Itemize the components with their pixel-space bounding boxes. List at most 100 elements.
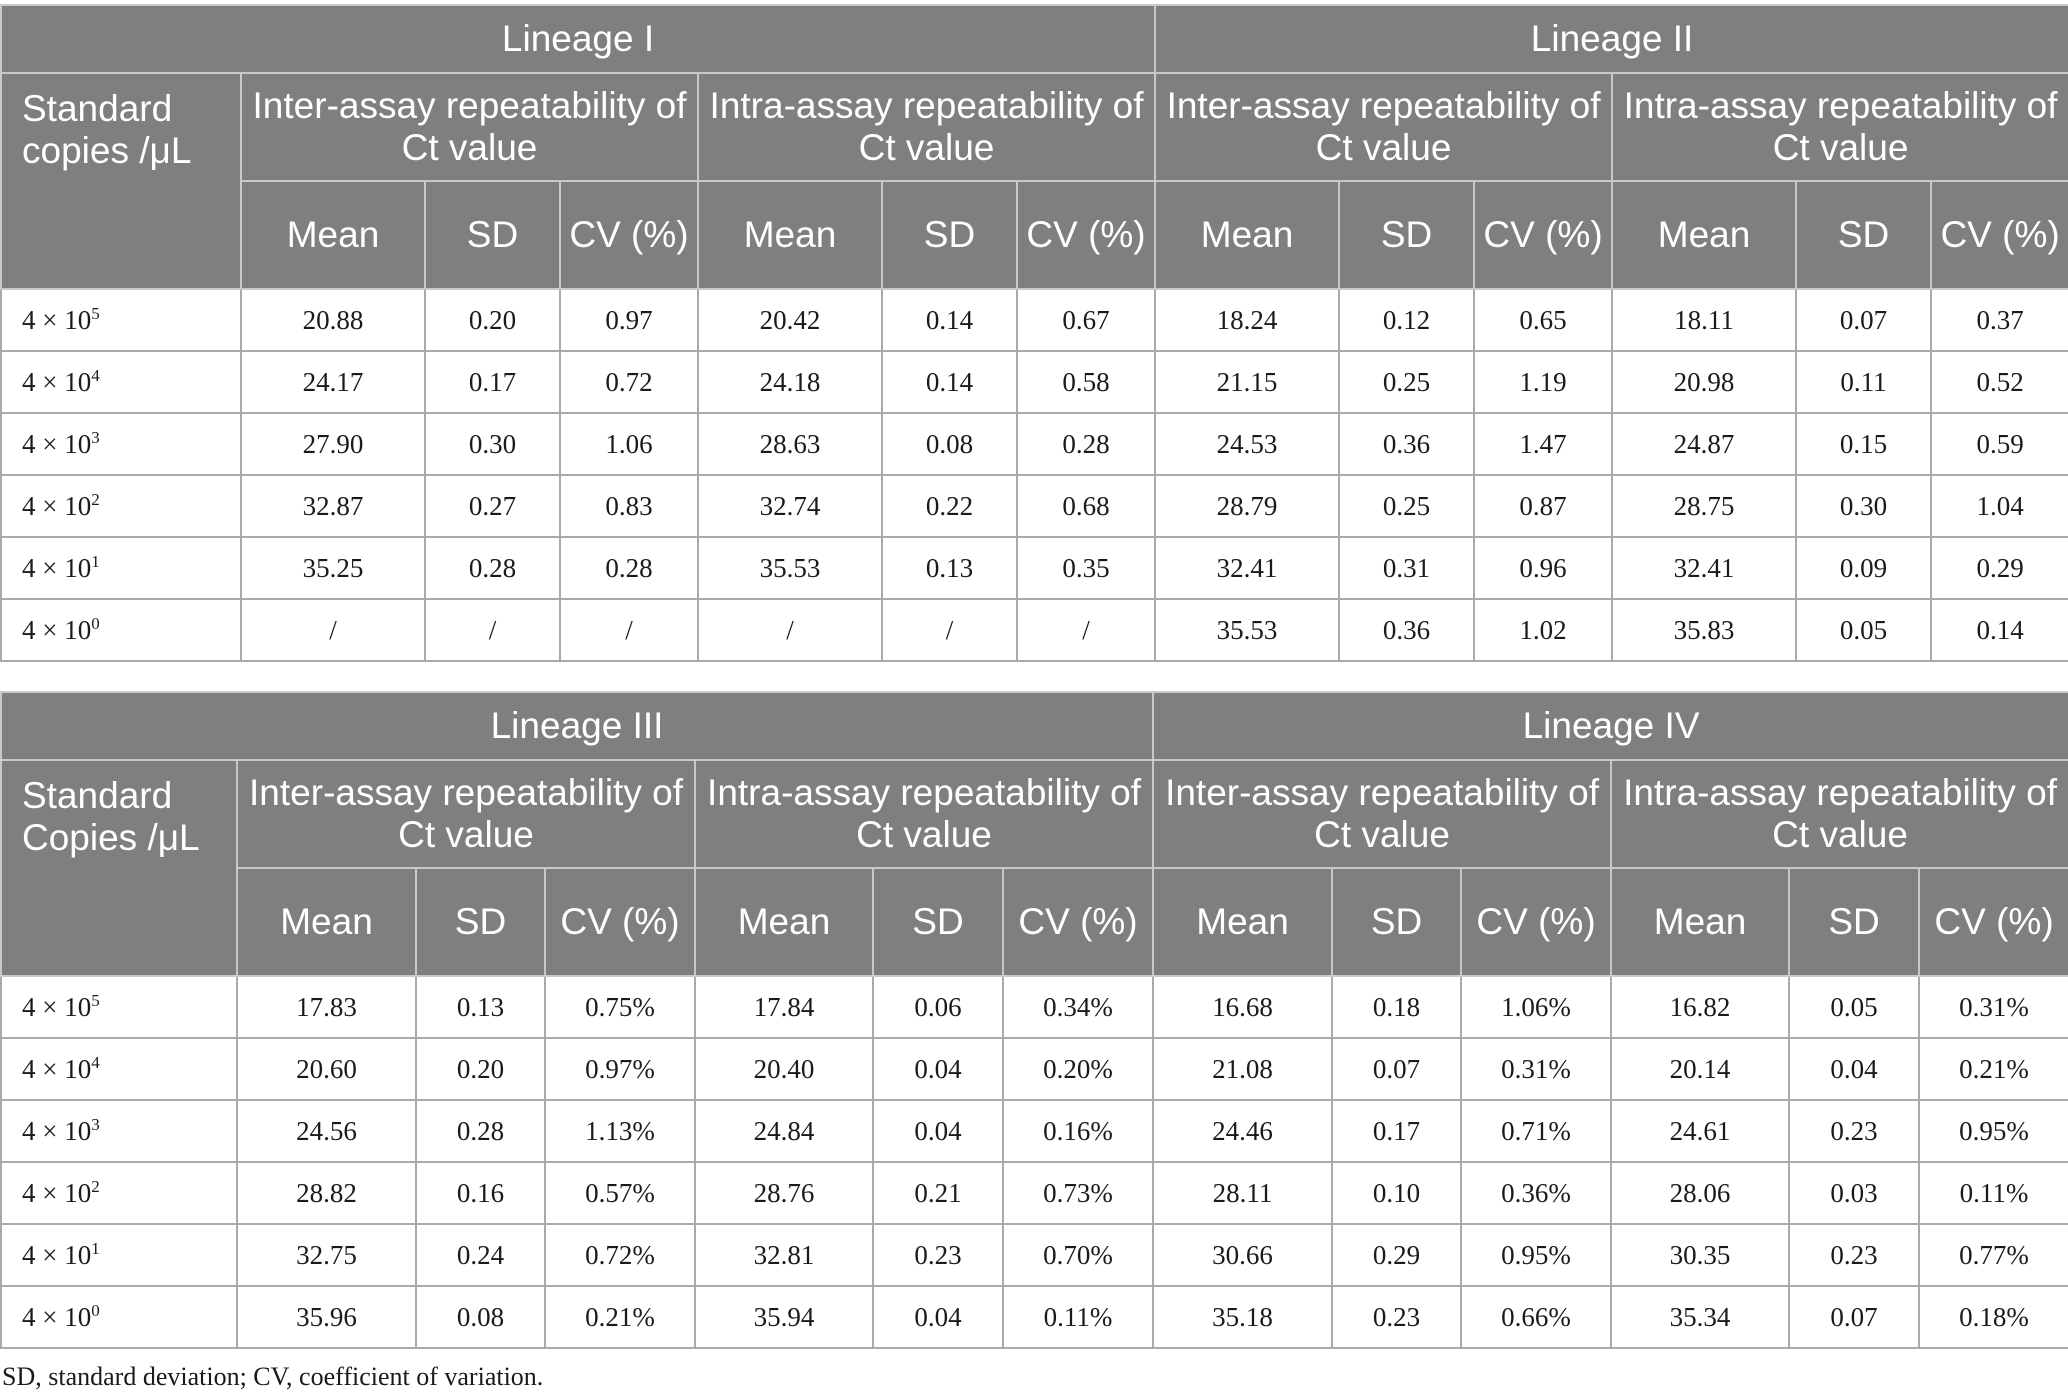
value-cell: 0.70%: [1001, 1223, 1155, 1287]
value-cell: 0.28: [559, 536, 699, 600]
standard-copies-cell: 4 × 100: [0, 1285, 238, 1349]
standard-copies-cell: 4 × 105: [0, 288, 242, 352]
value-cell: 35.53: [697, 536, 883, 600]
standard-copies-header: Standard Copies /μL: [0, 759, 238, 977]
value-cell: 0.05: [1795, 598, 1933, 662]
value-cell: 0.14: [881, 288, 1018, 352]
value-cell: 0.72%: [544, 1223, 696, 1287]
value-cell: 0.96: [1473, 536, 1614, 600]
value-cell: 1.13%: [544, 1099, 696, 1163]
column-header: SD: [872, 867, 1004, 977]
value-cell: 0.20%: [1001, 1037, 1155, 1101]
value-cell: 1.06: [559, 412, 699, 476]
standard-copies-cell: 4 × 103: [0, 412, 242, 476]
value-cell: 28.11: [1152, 1161, 1334, 1225]
column-header: CV (%): [1015, 180, 1157, 290]
value-cell: 0.04: [1788, 1037, 1921, 1101]
value-cell: 0.17: [1331, 1099, 1463, 1163]
copies-base: 4 × 10: [22, 1053, 92, 1084]
column-header: CV (%): [1473, 180, 1614, 290]
copies-base: 4 × 10: [22, 614, 92, 645]
value-cell: 0.30: [1795, 474, 1933, 538]
value-cell: 32.75: [236, 1223, 417, 1287]
value-cell: 28.82: [236, 1161, 417, 1225]
copies-exponent: 5: [91, 303, 100, 323]
value-cell: 0.65: [1473, 288, 1614, 352]
value-cell: 0.34%: [1001, 975, 1155, 1039]
value-cell: 17.84: [694, 975, 874, 1039]
value-cell: 0.23: [1788, 1223, 1921, 1287]
value-cell: 30.35: [1610, 1223, 1791, 1287]
copies-base: 4 × 10: [22, 991, 92, 1022]
value-cell: 0.16%: [1001, 1099, 1155, 1163]
value-cell: 0.11: [1795, 350, 1933, 414]
copies-exponent: 2: [91, 489, 100, 509]
column-header: SD: [1788, 867, 1921, 977]
value-cell: 32.74: [697, 474, 883, 538]
column-header: CV (%): [1930, 180, 2068, 290]
value-cell: 0.23: [872, 1223, 1004, 1287]
standard-copies-cell: 4 × 105: [0, 975, 238, 1039]
value-cell: 0.16: [415, 1161, 546, 1225]
value-cell: 32.41: [1154, 536, 1341, 600]
column-header: Mean: [694, 867, 874, 977]
repeatability-table-lineage-1-2: Lineage I Lineage II Standard copies /μL…: [0, 4, 2068, 662]
repeatability-table-lineage-3-4: Lineage III Lineage IV Standard Copies /…: [0, 691, 2068, 1349]
copies-base: 4 × 10: [22, 1301, 92, 1332]
lineage-header: Lineage III: [0, 691, 1155, 761]
value-cell: 24.56: [236, 1099, 417, 1163]
value-cell: 0.95%: [1460, 1223, 1613, 1287]
copies-exponent: 3: [91, 427, 100, 447]
value-cell: 35.94: [694, 1285, 874, 1349]
value-cell: 20.88: [240, 288, 426, 352]
value-cell: 0.83: [559, 474, 699, 538]
standard-copies-cell: 4 × 102: [0, 1161, 238, 1225]
value-cell: 20.60: [236, 1037, 417, 1101]
copies-exponent: 0: [91, 613, 100, 633]
value-cell: 0.12: [1338, 288, 1476, 352]
value-cell: 24.61: [1610, 1099, 1791, 1163]
group-header: Inter-assay repeatability of Ct value: [1152, 759, 1613, 869]
value-cell: 0.14: [1930, 598, 2068, 662]
value-cell: 1.04: [1930, 474, 2068, 538]
table-row: 4 × 102 32.87 0.27 0.83 32.74 0.22 0.68 28.79 0.…: [0, 474, 2068, 538]
value-cell: 0.21%: [544, 1285, 696, 1349]
value-cell: 0.31: [1338, 536, 1476, 600]
table-row: 4 × 100 35.96 0.08 0.21% 35.94 0.04 0.11% 35.18…: [0, 1285, 2068, 1349]
column-header: Mean: [236, 867, 417, 977]
value-cell: 21.15: [1154, 350, 1341, 414]
value-cell: 0.72: [559, 350, 699, 414]
value-cell: /: [424, 598, 561, 662]
copies-base: 4 × 10: [22, 490, 92, 521]
value-cell: 0.03: [1788, 1161, 1921, 1225]
value-cell: /: [240, 598, 426, 662]
standard-copies-cell: 4 × 102: [0, 474, 242, 538]
value-cell: 0.21%: [1918, 1037, 2068, 1101]
value-cell: 21.08: [1152, 1037, 1334, 1101]
value-cell: 0.05: [1788, 975, 1921, 1039]
value-cell: 0.36%: [1460, 1161, 1613, 1225]
column-header: CV (%): [559, 180, 699, 290]
value-cell: 0.97%: [544, 1037, 696, 1101]
column-header: Mean: [1611, 180, 1798, 290]
table-row: 4 × 103 27.90 0.30 1.06 28.63 0.08 0.28 24.53 0.…: [0, 412, 2068, 476]
value-cell: 0.08: [881, 412, 1018, 476]
column-header: Mean: [1154, 180, 1341, 290]
column-header: SD: [424, 180, 561, 290]
column-header: CV (%): [544, 867, 696, 977]
value-cell: 0.23: [1788, 1099, 1921, 1163]
value-cell: 0.71%: [1460, 1099, 1613, 1163]
value-cell: 35.34: [1610, 1285, 1791, 1349]
table-row: 4 × 104 24.17 0.17 0.72 24.18 0.14 0.58 21.15 0.…: [0, 350, 2068, 414]
copies-exponent: 1: [91, 1238, 100, 1258]
value-cell: 0.13: [415, 975, 546, 1039]
value-cell: 0.09: [1795, 536, 1933, 600]
copies-exponent: 4: [91, 365, 100, 385]
copies-exponent: 0: [91, 1300, 100, 1320]
value-cell: 32.81: [694, 1223, 874, 1287]
lineage-header: Lineage I: [0, 4, 1157, 74]
standard-copies-cell: 4 × 100: [0, 598, 242, 662]
value-cell: 0.15: [1795, 412, 1933, 476]
value-cell: 30.66: [1152, 1223, 1334, 1287]
value-cell: 0.20: [424, 288, 561, 352]
